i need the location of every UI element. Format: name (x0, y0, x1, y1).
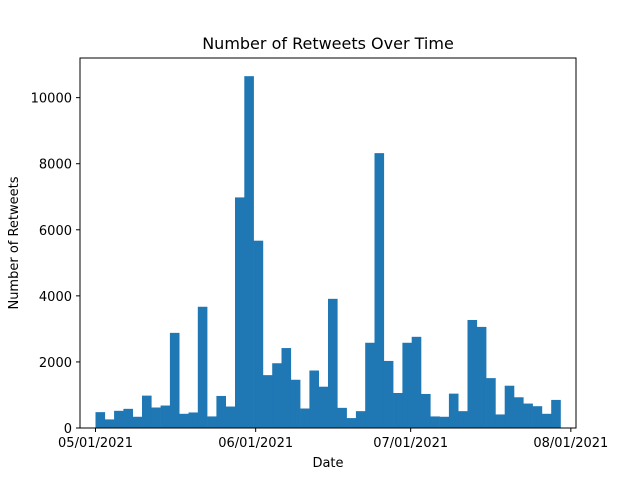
bar-35 (411, 336, 422, 428)
y-tick-label-5: 8000 (39, 158, 72, 173)
y-tick-label-4: 6000 (39, 224, 72, 239)
y-tick-label-6: 10000 (31, 92, 72, 107)
x-tick-label-1: 05/01/2021 (58, 436, 133, 451)
bar-6 (142, 395, 152, 428)
x-tick-label-2: 06/01/2021 (218, 436, 293, 451)
chart-title: Number of Retweets Over Time (202, 34, 454, 53)
bar-19 (262, 375, 273, 428)
bar-20 (272, 363, 282, 428)
bar-30 (365, 342, 375, 428)
bar-11 (188, 412, 199, 428)
bar-31 (374, 153, 385, 428)
bar-8 (160, 405, 171, 428)
bar-25 (318, 386, 329, 428)
bar-5 (132, 416, 143, 428)
bar-10 (179, 413, 189, 428)
bar-45 (504, 385, 515, 428)
y-tick-label-3: 4000 (39, 290, 72, 305)
bar-50 (551, 399, 561, 428)
bar-4 (123, 408, 133, 428)
bar-47 (523, 403, 533, 428)
bar-42 (476, 326, 487, 428)
bar-38 (439, 416, 450, 428)
y-axis-ticks: 0 2000 4000 6000 8000 10000 (31, 92, 80, 437)
bar-40 (458, 411, 468, 428)
bar-26 (328, 298, 338, 428)
bar-28 (346, 418, 357, 428)
bar-36 (421, 393, 431, 428)
x-tick-label-4: 08/01/2021 (533, 436, 608, 451)
x-tick-label-3: 07/01/2021 (373, 436, 448, 451)
plot-frame (79, 57, 577, 429)
bar-49 (541, 413, 552, 428)
bar-23 (300, 408, 310, 428)
bar-3 (114, 410, 124, 428)
bar-22 (290, 379, 301, 428)
bar-41 (467, 319, 478, 428)
bar-17 (244, 76, 254, 428)
bar-16 (235, 197, 245, 428)
bar-15 (225, 406, 236, 428)
x-axis-label: Date (312, 456, 343, 471)
y-axis-label: Number of Retweets (7, 176, 22, 309)
bar-48 (532, 406, 543, 428)
bar-1 (95, 412, 106, 428)
bar-39 (448, 393, 459, 428)
bar-34 (402, 342, 412, 428)
bar-33 (393, 392, 403, 428)
bar-24 (309, 370, 319, 428)
bar-9 (169, 332, 180, 428)
x-axis-ticks: 05/01/2021 06/01/2021 07/01/2021 08/01/2021 (58, 428, 608, 451)
bar-13 (207, 416, 217, 428)
bar-29 (355, 411, 366, 428)
bar-18 (253, 240, 264, 428)
bar-46 (514, 397, 524, 428)
bar-7 (151, 407, 161, 428)
bars-group (95, 76, 561, 428)
bar-14 (216, 395, 226, 428)
bar-2 (104, 419, 115, 428)
y-tick-label-1: 0 (64, 422, 72, 437)
bar-12 (197, 306, 208, 428)
bar-27 (337, 407, 347, 428)
bar-37 (430, 416, 440, 428)
y-tick-label-2: 2000 (39, 356, 72, 371)
bar-21 (281, 348, 292, 428)
bar-32 (383, 360, 394, 428)
bar-44 (495, 414, 505, 428)
bar-43 (486, 378, 496, 428)
